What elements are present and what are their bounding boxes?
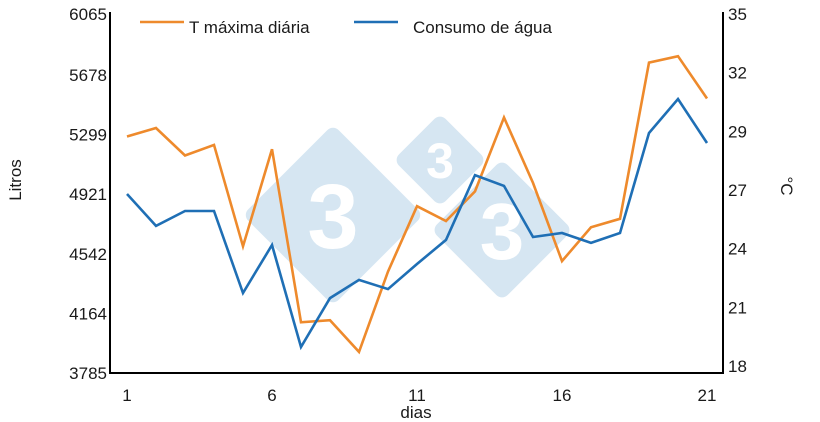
y-right-tick-label: 18 xyxy=(728,357,747,376)
x-tick-label: 21 xyxy=(698,386,717,405)
y-right-tick-label: 21 xyxy=(728,298,747,317)
legend-label: Consumo de água xyxy=(413,18,552,37)
watermark-logo: 333 xyxy=(245,116,570,303)
watermark-digit: 3 xyxy=(426,133,454,189)
y-left-tick-label: 5299 xyxy=(69,126,107,145)
x-axis-title: dias xyxy=(400,403,431,422)
watermark-diamond: 3 xyxy=(245,127,421,303)
y-left-tick-label: 5678 xyxy=(69,66,107,85)
legend-item-water-consumption: Consumo de água xyxy=(354,18,552,37)
watermark-diamond: 3 xyxy=(396,116,484,204)
watermark-diamond: 3 xyxy=(434,162,570,298)
y-left-tick-label: 4164 xyxy=(69,304,107,323)
y-left-tick-label: 6065 xyxy=(69,5,107,24)
plot-series xyxy=(126,54,709,355)
legend: T máxima diária Consumo de água xyxy=(140,18,552,37)
y-right-axis-title: °C xyxy=(777,176,796,195)
y-right-tick-label: 29 xyxy=(728,122,747,141)
legend-label: T máxima diária xyxy=(189,18,310,37)
y-left-tick-label: 3785 xyxy=(69,364,107,383)
y-left-axis-title: Litros xyxy=(6,159,25,201)
watermark-digit: 3 xyxy=(480,187,525,276)
y-right-tick-label: 27 xyxy=(728,181,747,200)
y-right-tick-label: 32 xyxy=(728,64,747,83)
x-tick-label: 1 xyxy=(122,386,131,405)
y-left-tick-label: 4542 xyxy=(69,245,107,264)
y-right-tick-label: 35 xyxy=(728,5,747,24)
x-tick-label: 16 xyxy=(553,386,572,405)
watermark-digit: 3 xyxy=(307,166,358,268)
y-left-tick-label: 4921 xyxy=(69,185,107,204)
temperature-line xyxy=(126,54,709,355)
x-tick-label: 11 xyxy=(408,386,426,405)
axes: 6065 5678 5299 4921 4542 4164 3785 35 32 29 27 24 21… xyxy=(6,5,796,422)
y-right-tick-label: 24 xyxy=(728,240,747,259)
water-consumption-line xyxy=(126,96,709,351)
x-tick-label: 6 xyxy=(267,386,276,405)
legend-item-temperature: T máxima diária xyxy=(140,18,310,37)
